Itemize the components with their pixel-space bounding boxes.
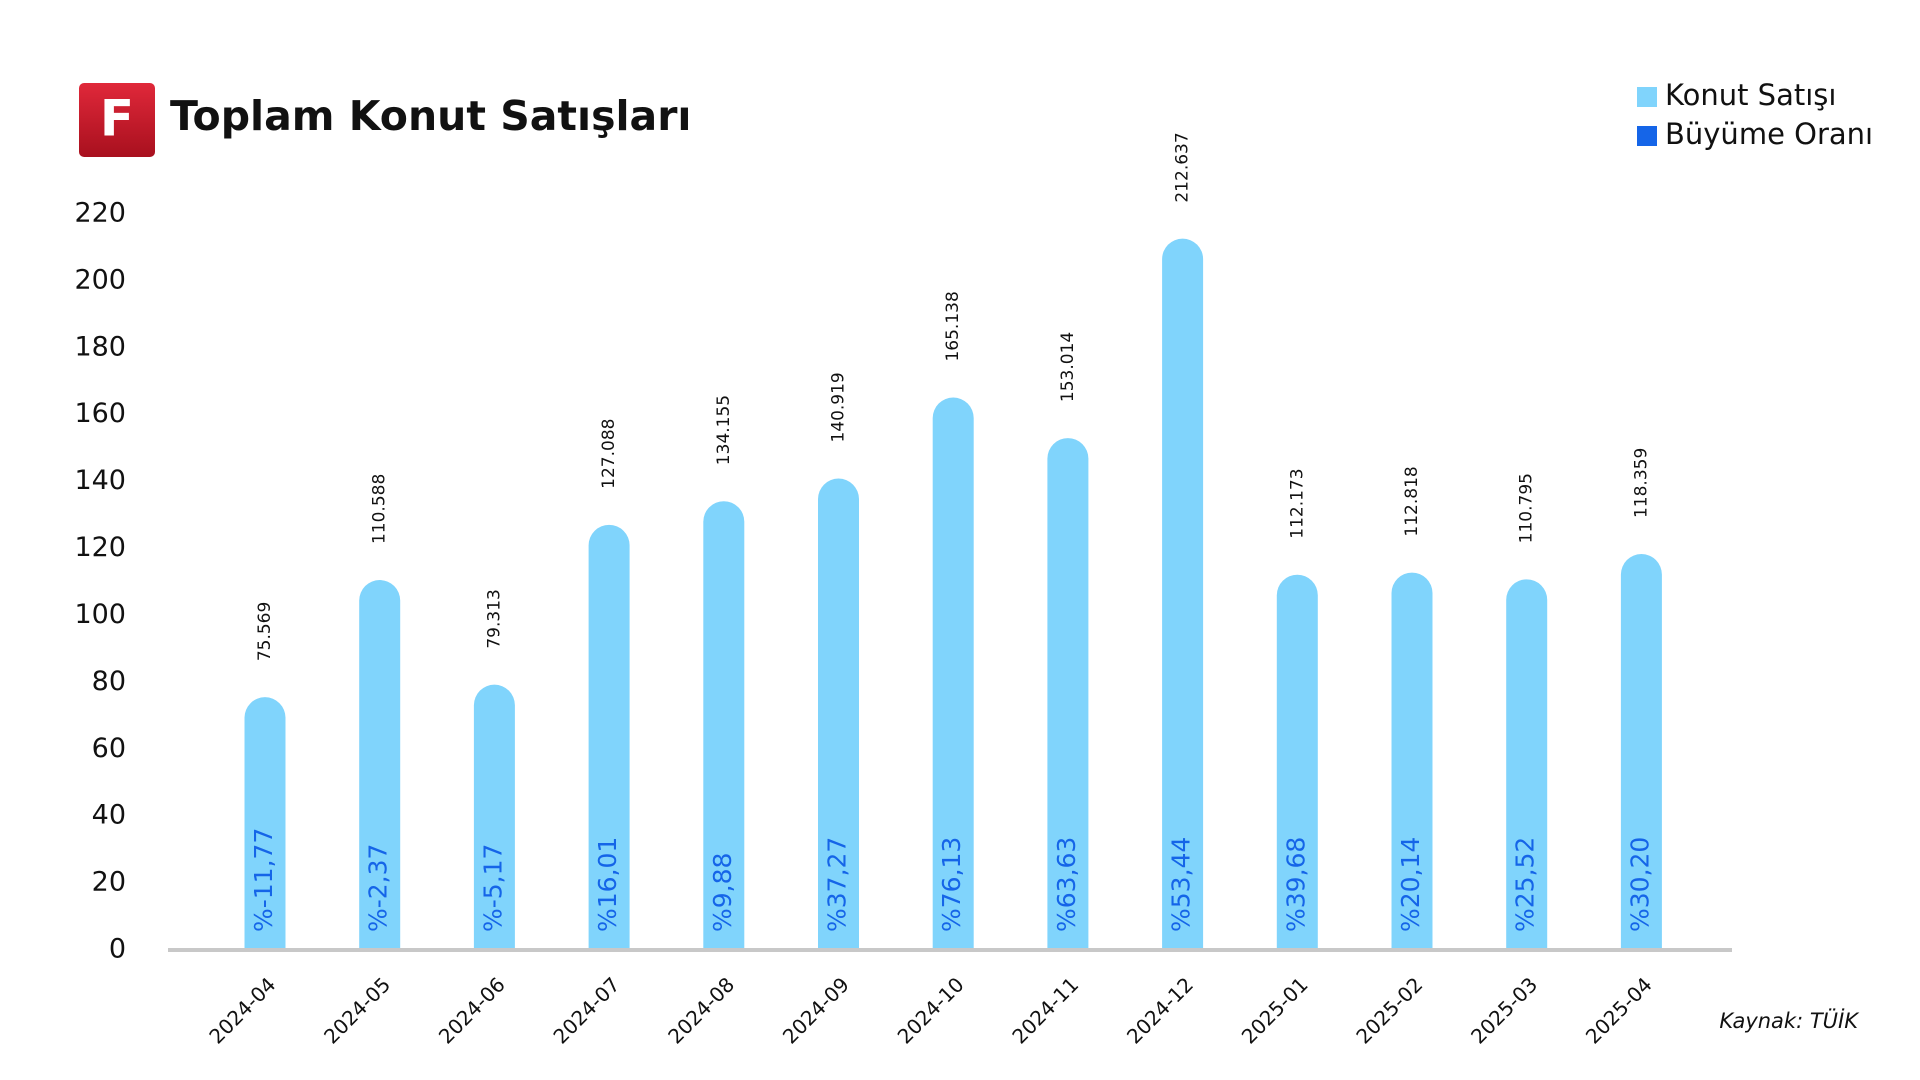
legend-label: Konut Satışı bbox=[1665, 78, 1836, 112]
legend-swatch bbox=[1637, 87, 1657, 107]
y-tick-label: 40 bbox=[92, 800, 126, 831]
growth-label: %20,14 bbox=[1396, 837, 1425, 932]
value-label: 112.818 bbox=[1402, 466, 1422, 536]
value-label: 110.795 bbox=[1517, 473, 1537, 543]
y-tick-label: 220 bbox=[74, 198, 126, 229]
value-label: 212.637 bbox=[1173, 132, 1193, 202]
chart-title: Toplam Konut Satışları bbox=[170, 92, 691, 140]
bar bbox=[1162, 238, 1204, 950]
bar bbox=[1620, 554, 1662, 950]
growth-label: %39,68 bbox=[1281, 837, 1310, 932]
growth-label: %37,27 bbox=[823, 837, 852, 932]
bar bbox=[1276, 574, 1318, 950]
growth-label: %-5,17 bbox=[478, 844, 507, 932]
value-label: 127.088 bbox=[599, 419, 619, 489]
value-label: 153.014 bbox=[1058, 332, 1078, 402]
growth-label: %-2,37 bbox=[364, 844, 393, 932]
growth-label: %-11,77 bbox=[249, 828, 278, 932]
growth-label: %30,20 bbox=[1625, 837, 1654, 932]
y-tick-label: 140 bbox=[74, 465, 126, 496]
value-label: 165.138 bbox=[943, 291, 963, 361]
value-label: 134.155 bbox=[714, 395, 734, 465]
growth-label: %25,52 bbox=[1511, 837, 1540, 932]
growth-label: %16,01 bbox=[593, 837, 622, 932]
value-label: 75.569 bbox=[255, 602, 275, 661]
value-label: 140.919 bbox=[829, 372, 849, 442]
value-label: 112.173 bbox=[1287, 468, 1307, 538]
bar bbox=[473, 684, 515, 950]
y-tick-label: 100 bbox=[74, 599, 126, 630]
y-tick-label: 180 bbox=[74, 331, 126, 362]
bar bbox=[1047, 438, 1089, 950]
legend-swatch bbox=[1637, 126, 1657, 146]
growth-label: %63,63 bbox=[1052, 837, 1081, 932]
growth-label: %9,88 bbox=[708, 853, 737, 932]
growth-label: %53,44 bbox=[1167, 837, 1196, 932]
source: Kaynak: TÜİK bbox=[1719, 1008, 1860, 1033]
y-tick-label: 80 bbox=[92, 666, 126, 697]
y-tick-label: 160 bbox=[74, 398, 126, 429]
value-label: 118.359 bbox=[1631, 448, 1651, 518]
value-label: 79.313 bbox=[484, 589, 504, 648]
y-tick-label: 20 bbox=[92, 867, 126, 898]
y-tick-label: 0 bbox=[109, 934, 126, 965]
bar bbox=[244, 697, 286, 950]
bar bbox=[818, 478, 859, 950]
value-label: 110.588 bbox=[370, 474, 390, 544]
bar bbox=[703, 501, 745, 950]
y-tick-label: 200 bbox=[74, 264, 126, 295]
bar bbox=[588, 524, 630, 950]
y-tick-label: 60 bbox=[92, 733, 126, 764]
legend-label: Büyüme Oranı bbox=[1665, 117, 1873, 151]
bar bbox=[1506, 579, 1548, 950]
logo: F bbox=[100, 90, 134, 148]
logo-box bbox=[79, 83, 155, 157]
bar bbox=[359, 580, 401, 950]
growth-label: %76,13 bbox=[937, 837, 966, 932]
y-tick-label: 120 bbox=[74, 532, 126, 563]
bar bbox=[1391, 572, 1433, 950]
bar bbox=[932, 397, 974, 950]
